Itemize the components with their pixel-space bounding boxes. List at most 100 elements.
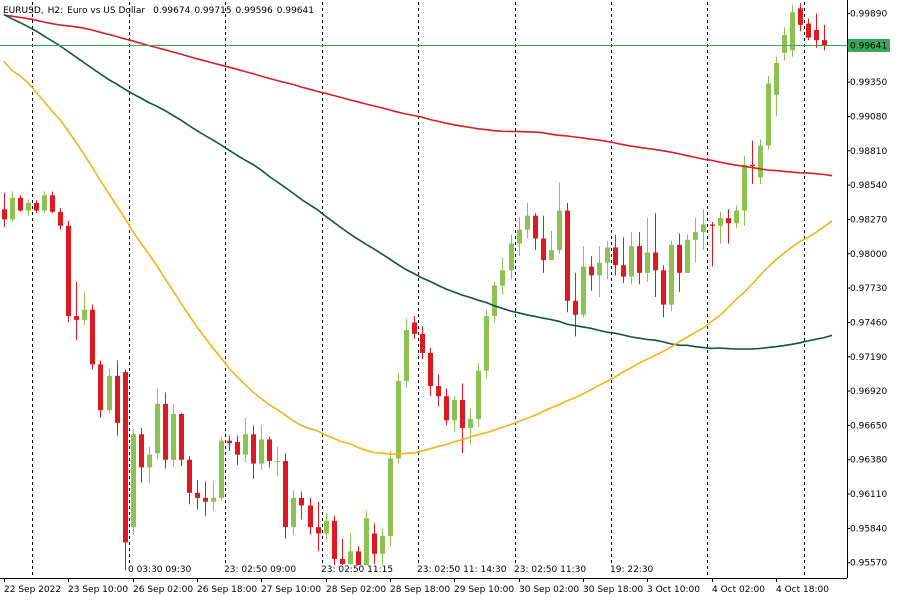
candle-body <box>444 396 449 421</box>
candle-body <box>468 419 473 428</box>
bull-candle <box>380 528 385 566</box>
candle-body <box>235 441 240 455</box>
bull-candle <box>693 218 698 263</box>
candle-body <box>211 497 216 502</box>
candle-body <box>26 202 31 211</box>
bear-candle <box>2 192 7 228</box>
bear-candle <box>420 326 425 360</box>
candle-body <box>404 330 409 381</box>
candle-body <box>308 505 313 528</box>
bull-candle <box>404 318 409 388</box>
candle-body <box>589 266 594 276</box>
bear-candle <box>139 427 144 483</box>
candle-body <box>436 386 441 397</box>
bear-candle <box>806 18 811 41</box>
candle-body <box>107 375 112 411</box>
time-axis-label: 27 Sep 10:00 <box>261 585 321 595</box>
candle-body <box>380 536 385 554</box>
candle-body <box>356 551 361 566</box>
overlapping-time-label: 0 03:30 09:30 <box>128 565 192 575</box>
bull-candle <box>517 216 522 257</box>
overlapping-time-label-bg <box>609 565 655 575</box>
price-axis-label: 0.97190 <box>850 353 887 363</box>
candle-body <box>187 459 192 493</box>
bear-candle <box>58 207 63 230</box>
price-axis-label: 0.97730 <box>850 284 887 294</box>
candle-body <box>492 285 497 317</box>
bull-candle <box>291 490 296 535</box>
candle-body <box>171 413 176 460</box>
candle-body <box>163 403 168 460</box>
candle-body <box>98 364 103 411</box>
bull-candle <box>492 281 497 323</box>
bull-candle <box>629 232 634 285</box>
bull-candle <box>509 234 514 280</box>
bear-candle <box>412 316 417 339</box>
candle-body <box>155 403 160 454</box>
price-axis-label: 0.95840 <box>850 524 887 534</box>
candle-body <box>428 352 433 386</box>
bear-candle <box>621 237 626 284</box>
moving-average-line <box>3 60 833 456</box>
bear-candle <box>653 213 658 297</box>
candle-body <box>18 197 23 211</box>
bull-candle <box>396 373 401 464</box>
candle-body <box>340 558 345 565</box>
candle-body <box>613 247 618 266</box>
overlapping-time-label: 23: 02:50 11:30 <box>514 565 586 575</box>
current-price-label: 0.99641 <box>850 42 887 52</box>
bull-candle <box>131 429 136 535</box>
bull-candle <box>476 363 481 427</box>
candle-body <box>718 218 723 226</box>
bull-candle <box>107 369 112 413</box>
candle-body <box>677 244 682 273</box>
bear-candle <box>179 412 184 467</box>
candle-body <box>814 29 819 41</box>
candle-body <box>782 35 787 53</box>
bull-candle <box>468 408 473 445</box>
bear-candle <box>637 232 642 285</box>
candle-body <box>557 210 562 250</box>
bear-candle <box>227 435 232 451</box>
price-axis-label: 0.98270 <box>850 215 887 225</box>
candle-body <box>219 440 224 498</box>
bear-candle <box>195 480 200 510</box>
price-axis-label: 0.97460 <box>850 318 887 328</box>
price-axis-label: 0.98000 <box>850 250 887 260</box>
bull-candle <box>147 447 152 483</box>
bull-candle <box>605 241 610 280</box>
price-axis-label: 0.96110 <box>850 490 887 500</box>
overlapping-time-label: 23: 02:50 11:15 <box>321 565 393 575</box>
candle-body <box>790 12 795 51</box>
candle-body <box>147 454 152 468</box>
candle-body <box>565 210 570 301</box>
candle-body <box>348 551 353 565</box>
bear-candle <box>822 24 827 51</box>
bear-candle <box>533 213 538 250</box>
bear-candle <box>332 515 337 568</box>
time-axis-label: 29 Sep 10:00 <box>454 585 514 595</box>
candle-body <box>66 225 71 317</box>
candle-body <box>533 215 538 239</box>
candle-body <box>243 434 248 455</box>
candle-body <box>597 262 602 276</box>
bull-candle <box>645 218 650 282</box>
price-axis-label: 0.98810 <box>850 147 887 157</box>
bear-candle <box>750 140 755 184</box>
bull-candle <box>557 182 562 254</box>
bear-candle <box>460 383 465 454</box>
time-axis-label: 28 Sep 18:00 <box>390 585 450 595</box>
candle-body <box>726 218 731 224</box>
candle-body <box>251 434 256 464</box>
bear-candle <box>66 220 71 323</box>
bear-candle <box>710 221 715 267</box>
bull-candle <box>259 425 264 470</box>
ohlc-low: 0.99596 <box>236 6 273 16</box>
candle-body <box>581 266 586 315</box>
bull-candle <box>774 56 779 117</box>
candle-body <box>2 209 7 220</box>
candle-body <box>701 224 706 233</box>
candle-body <box>484 316 489 371</box>
